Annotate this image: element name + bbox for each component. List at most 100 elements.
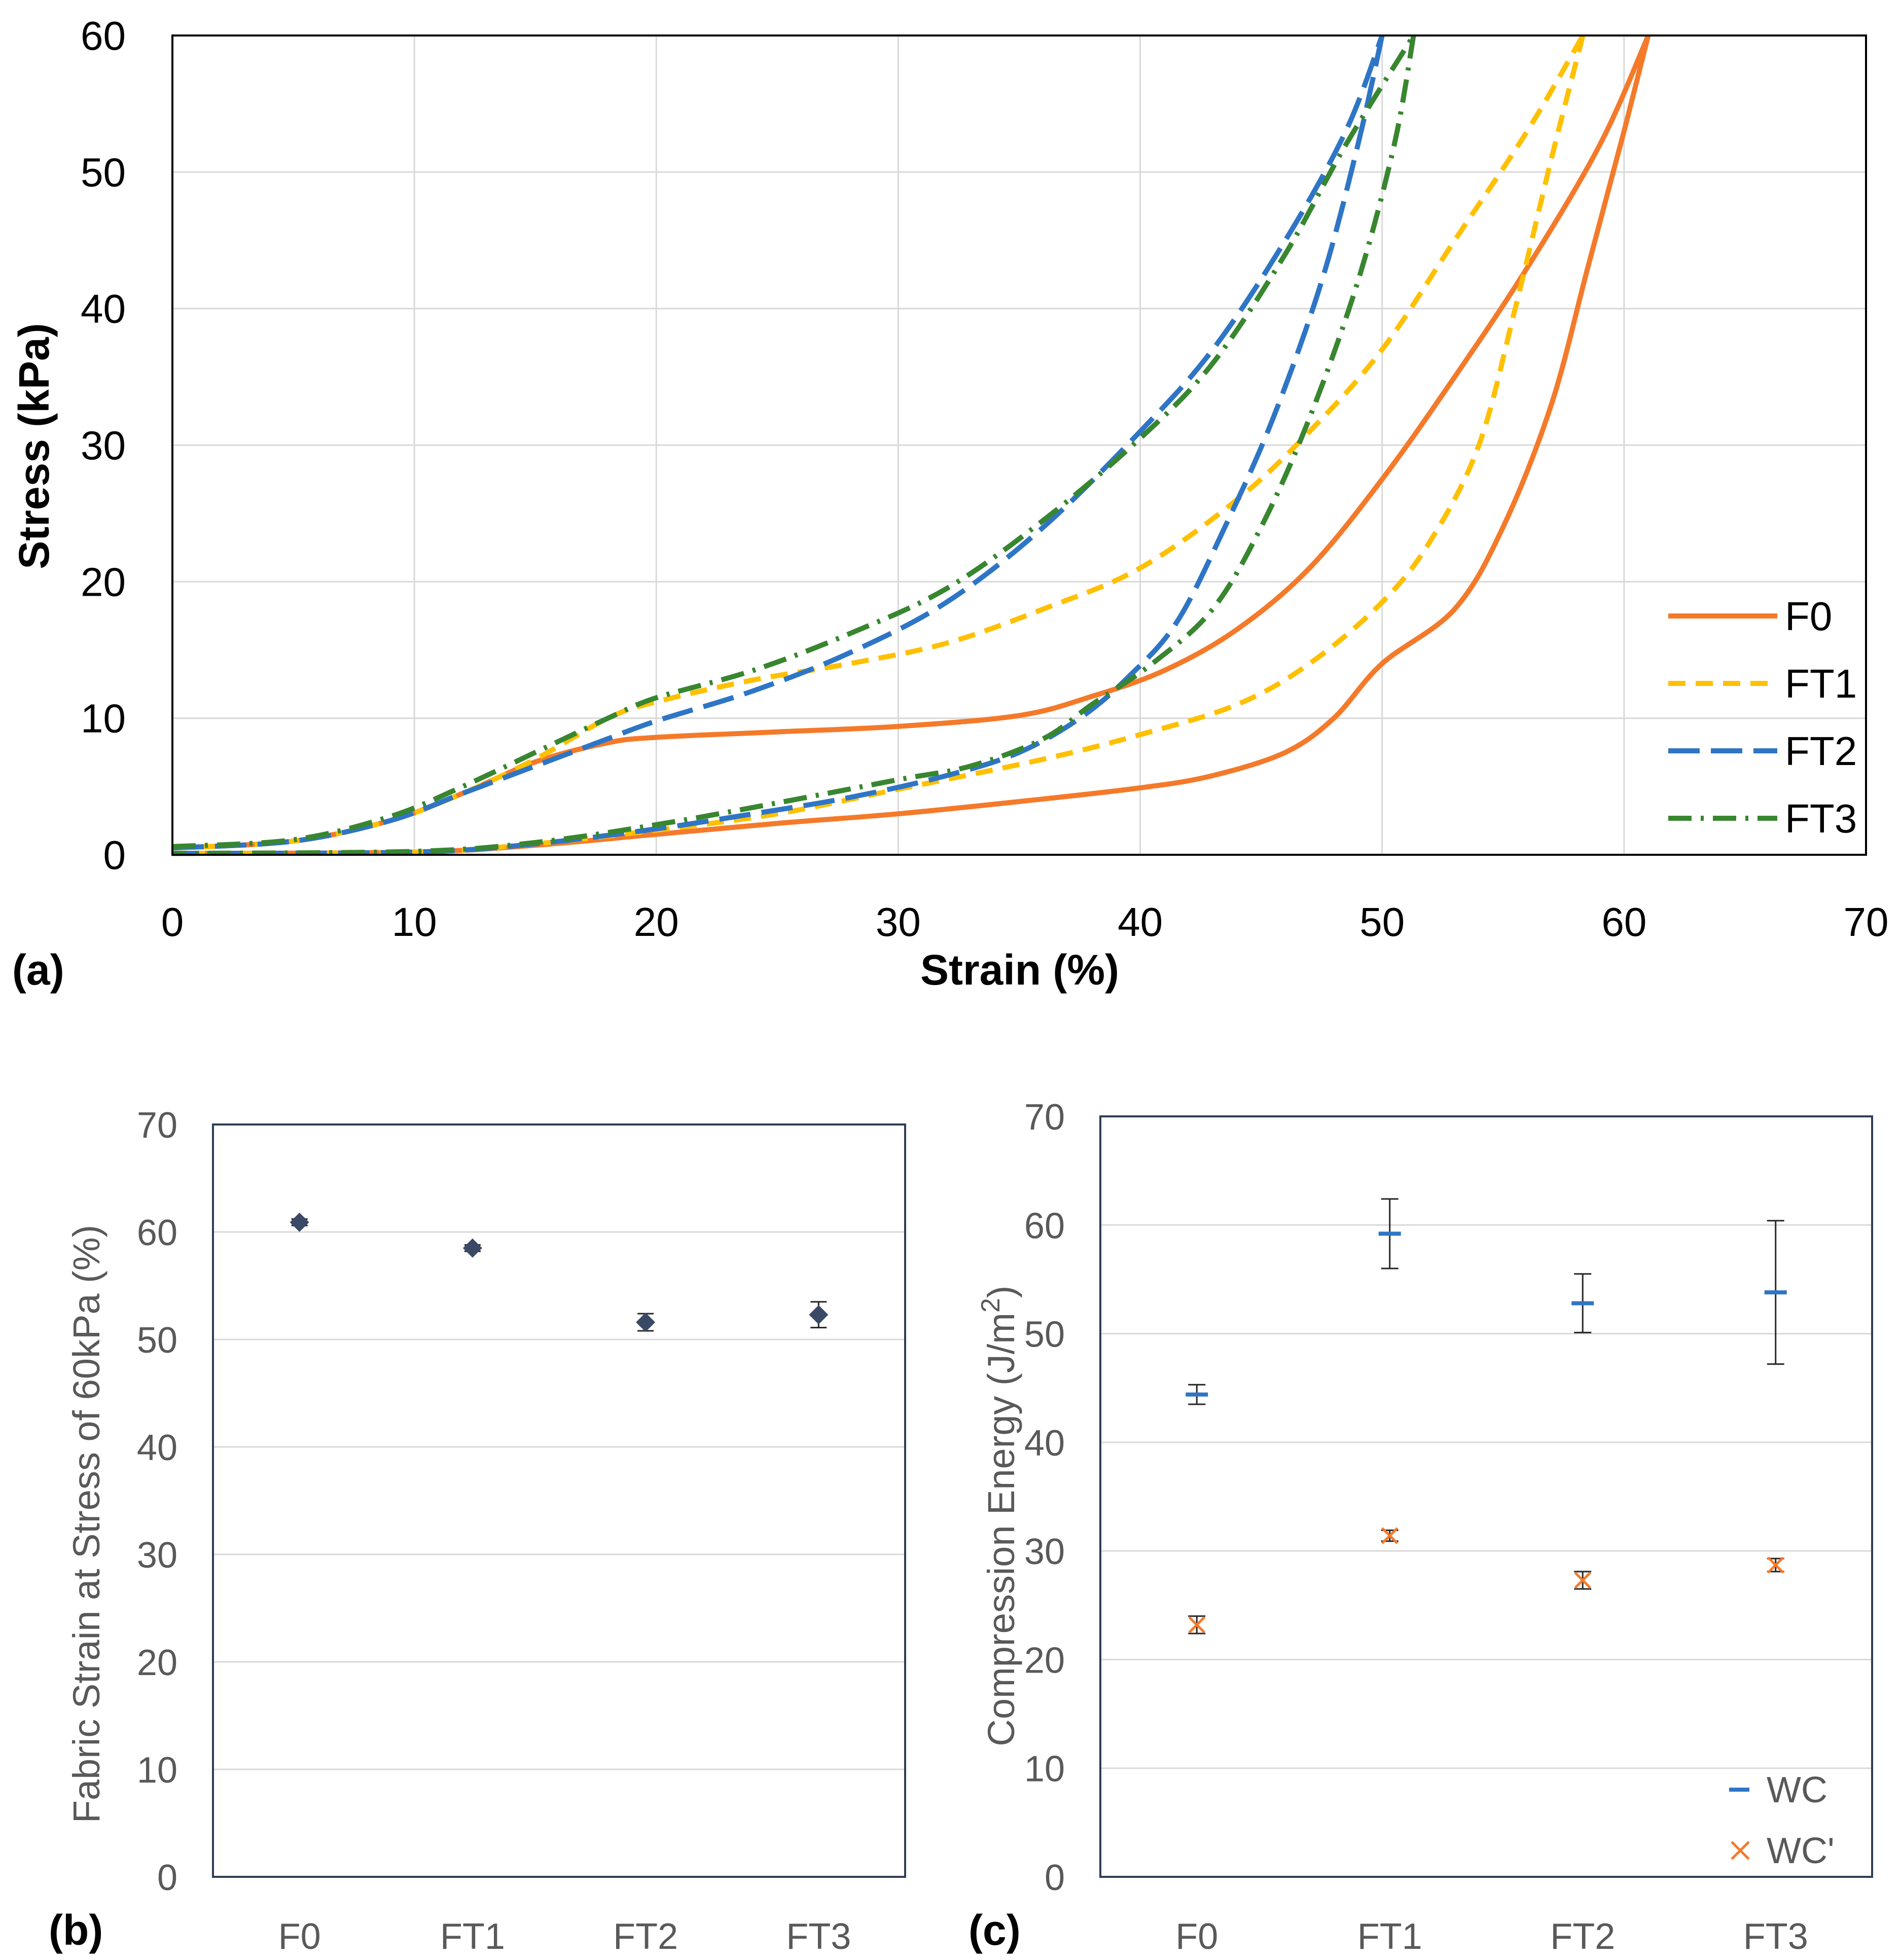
a-x-tick-label: 70 (1844, 899, 1889, 945)
b-y-tick-label: 40 (137, 1428, 177, 1468)
c-x-tick-label: FT2 (1550, 1916, 1615, 1957)
a-series-ft1-loading (172, 34, 1586, 851)
b-data-points (290, 1212, 829, 1332)
c-y-axis-title-tail: ) (980, 1286, 1022, 1298)
b-diamond-marker (809, 1305, 829, 1325)
b-panel-label: (b) (49, 1906, 103, 1954)
c-point-wc-ft1 (1378, 1198, 1401, 1269)
c-legend-label-wc: WC (1767, 1770, 1827, 1810)
c-x-tick-label: FT1 (1357, 1916, 1422, 1957)
a-y-tick-label: 0 (103, 832, 126, 878)
c-plot-frame (1099, 1115, 1873, 1878)
c-x-marker (1574, 1572, 1592, 1589)
b-diamond-marker (462, 1238, 482, 1258)
a-legend-label-ft1: FT1 (1785, 661, 1857, 706)
panel-c-compression-energy-chart: F0 FT1 FT2 FT3 0 10 20 30 40 50 60 70 Compression … (969, 1097, 1873, 1957)
c-data-points (1186, 1198, 1787, 1635)
c-x-marker (1381, 1527, 1398, 1544)
c-point-wcp-ft2 (1574, 1571, 1592, 1590)
c-point-wcp-ft3 (1767, 1556, 1784, 1574)
a-x-tick-label: 40 (1118, 899, 1163, 945)
c-legend-swatch-wcp (1731, 1841, 1750, 1860)
a-x-tick-labels: 0 10 20 30 40 50 60 70 (161, 899, 1889, 945)
c-y-tick-label: 10 (1024, 1749, 1065, 1790)
a-x-tick-label: 30 (876, 899, 921, 945)
b-y-axis-title: Fabric Strain at Stress of 60kPa (%) (65, 1225, 107, 1823)
c-x-tick-label: F0 (1175, 1916, 1218, 1957)
a-legend-label-f0: F0 (1785, 594, 1832, 639)
a-x-tick-label: 50 (1359, 899, 1405, 945)
a-plot-frame (171, 34, 1867, 856)
b-y-tick-label: 20 (137, 1643, 177, 1683)
panel-a-stress-strain-chart: 0 10 20 30 40 50 60 70 0 10 20 30 40 50 60 Strain (%)… (10, 13, 1888, 994)
a-series-ft3-loading (172, 34, 1416, 849)
a-series-ft3-unloading (172, 35, 1416, 856)
a-y-tick-label: 10 (81, 696, 126, 741)
a-panel-label: (a) (12, 946, 64, 994)
a-series-ft2-loading (172, 34, 1385, 851)
c-legend: WC WC' (1729, 1770, 1835, 1871)
a-x-axis-title: Strain (%) (920, 946, 1119, 994)
c-legend-label-wcp: WC' (1767, 1831, 1835, 1871)
a-y-tick-labels: 0 10 20 30 40 50 60 (81, 13, 126, 878)
a-y-tick-label: 20 (81, 559, 126, 604)
c-point-wc-ft2 (1571, 1273, 1594, 1333)
a-x-tick-label: 0 (161, 899, 184, 945)
c-y-tick-label: 70 (1024, 1097, 1065, 1138)
c-y-axis-title: Compression Energy (J/m2) (976, 1286, 1022, 1747)
a-y-tick-label: 60 (81, 13, 126, 58)
c-y-tick-label: 30 (1024, 1532, 1065, 1572)
b-x-tick-labels: F0 FT1 FT2 FT3 (278, 1916, 851, 1957)
a-x-tick-label: 10 (392, 899, 437, 945)
c-x-marker (1767, 1556, 1784, 1574)
a-y-tick-label: 30 (81, 423, 126, 468)
c-point-wcp-f0 (1188, 1615, 1206, 1635)
c-y-axis-title-sup: 2 (976, 1298, 1006, 1313)
a-y-axis-title: Stress (kPa) (10, 323, 58, 569)
b-diamond-marker (290, 1212, 309, 1232)
b-point-ft1 (462, 1238, 482, 1258)
c-y-tick-label: 50 (1024, 1315, 1065, 1355)
c-y-axis-title-main: Compression Energy (J/m (980, 1313, 1022, 1746)
b-y-tick-labels: 0 10 20 30 40 50 60 70 (137, 1105, 177, 1898)
a-x-tick-label: 60 (1601, 899, 1646, 945)
a-legend: F0 FT1 FT2 FT3 (1668, 594, 1857, 841)
c-point-wcp-ft1 (1381, 1527, 1398, 1544)
c-point-wc-ft3 (1764, 1220, 1787, 1365)
b-point-ft3 (809, 1301, 829, 1329)
a-x-tick-label: 20 (634, 899, 679, 945)
panel-b-fabric-strain-chart: F0 FT1 FT2 FT3 0 10 20 30 40 50 60 70 Fabric Strai… (49, 1105, 906, 1957)
b-y-tick-label: 10 (137, 1750, 177, 1791)
c-x-tick-label: FT3 (1743, 1916, 1808, 1957)
a-series (172, 34, 1651, 856)
b-point-ft2 (636, 1313, 656, 1332)
b-x-tick-label: F0 (278, 1916, 321, 1957)
b-y-tick-label: 70 (137, 1105, 177, 1146)
c-x-marker (1188, 1616, 1206, 1634)
c-y-tick-label: 20 (1024, 1640, 1065, 1681)
b-x-tick-label: FT2 (613, 1916, 678, 1957)
c-y-tick-label: 40 (1024, 1423, 1065, 1464)
c-y-tick-label: 0 (1045, 1858, 1065, 1898)
b-point-f0 (290, 1212, 309, 1232)
b-x-tick-label: FT1 (440, 1916, 505, 1957)
a-y-tick-label: 40 (81, 286, 126, 332)
a-y-tick-label: 50 (81, 150, 126, 195)
a-legend-label-ft3: FT3 (1785, 796, 1857, 841)
c-x-tick-labels: F0 FT1 FT2 FT3 (1175, 1916, 1808, 1957)
c-point-wc-f0 (1186, 1384, 1208, 1405)
b-y-tick-label: 50 (137, 1320, 177, 1361)
c-panel-label: (c) (969, 1906, 1021, 1954)
c-y-tick-label: 60 (1024, 1206, 1065, 1246)
a-series-ft1-unloading (172, 34, 1586, 856)
a-legend-label-ft2: FT2 (1785, 729, 1857, 774)
b-y-tick-label: 0 (157, 1858, 177, 1898)
b-y-tick-label: 60 (137, 1213, 177, 1253)
b-plot-frame (212, 1123, 906, 1878)
a-series-f0-loading (172, 34, 1651, 851)
b-x-tick-label: FT3 (786, 1916, 851, 1957)
b-y-tick-label: 30 (137, 1535, 177, 1576)
b-diamond-marker (636, 1313, 656, 1332)
c-y-tick-labels: 0 10 20 30 40 50 60 70 (1024, 1097, 1065, 1898)
